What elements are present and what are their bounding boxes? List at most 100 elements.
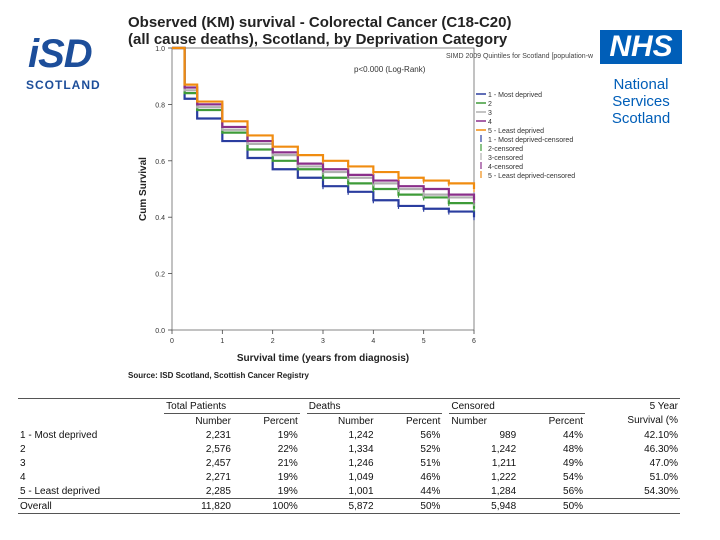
x-tick-label: 6 [472, 338, 476, 345]
chart-title-line-2: (all cause deaths), Scotland, by Depriva… [128, 31, 508, 48]
legend-label: 5 - Least deprived-censored [488, 173, 575, 180]
five-year-survival: 46.30% [644, 443, 678, 455]
censored-percent: 49% [563, 457, 584, 469]
deaths-percent: 46% [420, 471, 441, 483]
deaths-percent: 51% [420, 457, 441, 469]
chart-title-line-1: Observed (KM) survival - Colorectal Canc… [128, 14, 512, 31]
total-number: 2,231 [205, 429, 231, 441]
table-group-header-row: Total Patients Deaths Censored 5 Year [18, 398, 680, 414]
legend-label: 4-censored [488, 164, 523, 171]
total-number: 2,285 [164, 484, 233, 499]
x-tick-label: 4 [371, 338, 375, 345]
nhs-line-2: Services [612, 93, 670, 110]
y-tick-label: 0.8 [155, 102, 165, 109]
sub-header-total-number: Number [195, 415, 231, 427]
row-label: 3 [20, 457, 26, 469]
legend-label: 4 [488, 119, 492, 126]
table-row: 1 - Most deprived 2,231 19% 1,242 56% 98… [18, 428, 680, 442]
x-tick-label: 1 [220, 338, 224, 345]
table-row: 2 2,576 22% 1,334 52% 1,242 48% 46.30% [18, 442, 680, 456]
total-percent: 19% [277, 471, 298, 483]
censored-number: 1,284 [449, 484, 519, 499]
sub-header-survival: Survival (% [627, 415, 678, 427]
censored-percent: 54% [563, 471, 584, 483]
censored-percent: 48% [563, 443, 584, 455]
nhs-line-3: Scotland [611, 110, 671, 127]
legend-label: 3-censored [488, 155, 523, 162]
isd-logo-text: iSD [28, 32, 93, 76]
five-year-survival: 42.10% [644, 429, 678, 441]
group-header-total: Total Patients [164, 398, 300, 414]
total-number: 2,576 [205, 443, 231, 455]
total-number: 2,457 [205, 457, 231, 469]
five-year-survival [585, 498, 680, 514]
five-year-survival: 47.0% [649, 457, 678, 469]
group-header-deaths: Deaths [306, 398, 443, 414]
row-label: 2 [20, 443, 26, 455]
deaths-percent: 52% [420, 443, 441, 455]
deaths-percent: 44% [375, 484, 443, 499]
row-label: Overall [18, 498, 165, 514]
x-tick-label: 2 [271, 338, 275, 345]
isd-scotland-logo: iSD SCOTLAND [22, 30, 108, 98]
y-tick-label: 0.0 [155, 328, 165, 335]
censored-number: 1,242 [491, 443, 517, 455]
nhs-logo: NHS [600, 30, 682, 64]
x-tick-label: 3 [321, 338, 325, 345]
censored-percent: 50% [518, 498, 586, 514]
nhs-nss-wordmark: National Services Scotland [600, 76, 682, 127]
x-tick-label: 0 [170, 338, 174, 345]
total-percent: 22% [277, 443, 298, 455]
deaths-number: 1,334 [348, 443, 374, 455]
sub-header-deaths-percent: Percent [405, 415, 441, 427]
chart-source: Source: ISD Scotland, Scottish Cancer Re… [128, 371, 309, 380]
total-percent: 19% [232, 484, 300, 499]
total-percent: 21% [277, 457, 298, 469]
sub-header-deaths-number: Number [337, 415, 374, 427]
table-row: 5 - Least deprived 2,285 19% 1,001 44% 1… [18, 484, 680, 499]
five-year-survival: 54.30% [585, 484, 680, 499]
table-row: 3 2,457 21% 1,246 51% 1,211 49% 47.0% [18, 456, 680, 470]
legend-label: 1 - Most deprived [488, 92, 542, 99]
legend-title: SIMD 2009 Quintiles for Scotland [popula… [446, 53, 593, 60]
censored-number: 1,211 [491, 457, 517, 469]
table-row: 4 2,271 19% 1,049 46% 1,222 54% 51.0% [18, 470, 680, 484]
total-number: 2,271 [205, 471, 231, 483]
legend-label: 5 - Least deprived [488, 128, 544, 135]
sub-header-censored-percent: Percent [548, 415, 584, 427]
censored-percent: 44% [563, 429, 584, 441]
y-tick-label: 0.6 [155, 159, 165, 166]
censored-number: 989 [499, 429, 517, 441]
legend-label: 2-censored [488, 146, 523, 153]
log-rank-annotation: p<0.000 (Log-Rank) [354, 65, 426, 74]
total-percent: 19% [277, 429, 298, 441]
deaths-percent: 56% [420, 429, 441, 441]
y-axis-label: Cum Survival [138, 157, 149, 221]
row-label: 4 [20, 471, 26, 483]
group-header-survival: 5 Year [585, 398, 680, 414]
deaths-number: 1,242 [348, 429, 374, 441]
total-number: 11,820 [164, 498, 233, 514]
y-tick-label: 0.2 [155, 272, 165, 279]
sub-header-total-percent: Percent [263, 415, 298, 427]
y-tick-label: 1.0 [155, 46, 165, 53]
deaths-number: 5,872 [306, 498, 376, 514]
legend-label: 3 [488, 110, 492, 117]
total-percent: 100% [232, 498, 300, 514]
deaths-number: 1,049 [348, 471, 374, 483]
survival-chart: 0.0 0.2 0.4 0.6 0.8 1.0 0 1 2 3 4 5 6 Survival time (… [138, 46, 593, 364]
x-tick-label: 5 [422, 338, 426, 345]
y-tick-label: 0.4 [155, 215, 165, 222]
table-sub-header-row: Number Percent Number Percent Number Per… [18, 414, 680, 429]
censored-percent: 56% [518, 484, 586, 499]
legend-label: 1 - Most deprived-censored [488, 137, 573, 144]
isd-logo-subtext: SCOTLAND [26, 78, 101, 92]
row-label: 1 - Most deprived [20, 429, 98, 441]
sub-header-censored-number: Number [451, 415, 487, 427]
survival-table: Total Patients Deaths Censored 5 Year Nu… [18, 398, 680, 514]
x-axis-label: Survival time (years from diagnosis) [237, 353, 409, 364]
nhs-line-1: National [613, 76, 669, 93]
censored-number: 5,948 [449, 498, 519, 514]
censored-number: 1,222 [491, 471, 517, 483]
deaths-percent: 50% [375, 498, 443, 514]
